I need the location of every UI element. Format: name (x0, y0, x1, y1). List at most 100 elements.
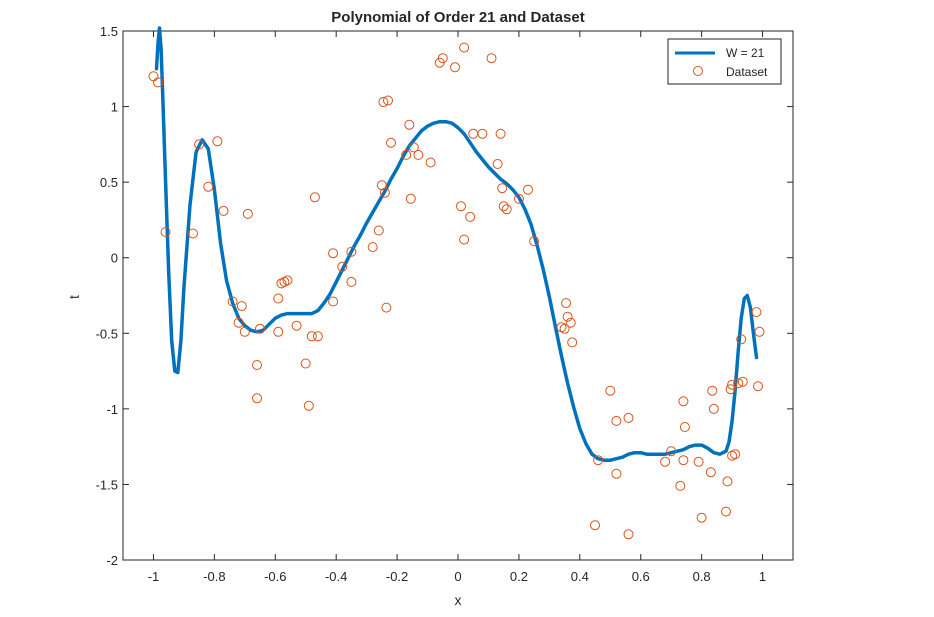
data-point (477, 128, 488, 139)
data-point (450, 62, 460, 73)
x-tick-label: 0.4 (571, 569, 589, 584)
data-point (303, 400, 314, 411)
data-point (404, 119, 415, 130)
data-point (660, 456, 671, 467)
y-tick-label: 1 (111, 100, 118, 115)
data-point (678, 396, 689, 407)
data-point (437, 53, 448, 64)
data-point (337, 261, 348, 272)
data-point (233, 317, 244, 328)
data-point (722, 476, 733, 487)
data-point (465, 211, 476, 222)
data-point (300, 358, 311, 369)
data-point (725, 384, 736, 395)
y-tick-label: -2 (106, 553, 118, 568)
data-point (401, 149, 412, 160)
data-point (708, 403, 719, 414)
data-point (605, 385, 616, 396)
data-point (497, 183, 508, 194)
data-point (379, 187, 390, 198)
data-point (730, 449, 741, 460)
legend-label-fit: W = 21 (726, 46, 765, 60)
data-point (523, 184, 533, 195)
y-tick-label: -1 (106, 402, 118, 417)
data-point (459, 42, 470, 53)
data-point (282, 275, 293, 286)
data-point (405, 193, 416, 204)
data-point (754, 326, 765, 337)
y-tick-label: -0.5 (96, 326, 118, 341)
data-point (381, 302, 392, 313)
data-point (753, 381, 763, 392)
legend-label-dataset: Dataset (726, 65, 768, 79)
data-point (242, 208, 253, 219)
x-tick-label: 1 (759, 569, 766, 584)
x-axis-label: x (455, 592, 462, 608)
data-point (425, 157, 436, 168)
data-point (273, 293, 284, 304)
data-point (203, 181, 214, 192)
dataset-layer (148, 42, 765, 540)
legend-box (667, 38, 782, 85)
data-point (153, 77, 163, 88)
legend: W = 21 Dataset (667, 38, 782, 85)
data-point (312, 331, 323, 342)
x-tick-label: 0.6 (632, 569, 650, 584)
legend-circle-swatch (693, 66, 703, 76)
data-point (675, 480, 686, 491)
x-tick-label: -0.6 (264, 569, 286, 584)
chart-title: Polynomial of Order 21 and Dataset (331, 9, 584, 26)
data-point (188, 228, 198, 239)
data-point (513, 193, 524, 204)
data-point (383, 95, 393, 106)
data-point (705, 467, 716, 478)
data-point (252, 360, 262, 370)
x-tick-label: 0.2 (510, 569, 528, 584)
y-tick-label: 0.5 (100, 175, 118, 190)
data-point (721, 506, 731, 517)
data-point (679, 422, 690, 432)
data-point (623, 529, 634, 540)
y-axis-label: t (66, 295, 82, 299)
data-point (707, 385, 718, 396)
data-point (492, 159, 503, 169)
data-point (559, 323, 570, 334)
data-point (386, 137, 396, 148)
data-point (239, 326, 250, 337)
data-point (346, 246, 357, 257)
plot-area (122, 30, 794, 561)
data-point (218, 205, 229, 216)
data-point (737, 376, 748, 387)
x-tick-label: -0.4 (325, 569, 347, 584)
data-point (666, 446, 677, 457)
data-point (309, 192, 320, 203)
ticks: -1 -0.8 -0.6 -0.4 -0.2 0 0.2 0.4 0.6 0.8 1 -2 -1.5 -1… (96, 24, 793, 584)
data-point (593, 455, 604, 466)
y-tick-label: 0 (111, 251, 118, 266)
data-point (736, 334, 747, 345)
data-point (486, 53, 497, 64)
data-point (252, 393, 262, 404)
data-point (733, 378, 744, 389)
data-point (498, 201, 509, 212)
data-point (529, 236, 540, 247)
data-point (367, 242, 378, 253)
x-tick-label: -1 (148, 569, 160, 584)
x-tick-label: -0.2 (386, 569, 408, 584)
data-point (611, 468, 622, 479)
data-point (255, 323, 265, 334)
data-point (373, 225, 384, 236)
data-point (273, 326, 284, 337)
data-point (562, 311, 573, 322)
data-point (495, 128, 506, 139)
data-point (590, 520, 600, 531)
data-point (160, 227, 171, 237)
data-point (751, 307, 762, 318)
data-point (678, 455, 689, 466)
data-point (623, 412, 634, 423)
data-point (413, 149, 424, 160)
data-point (693, 456, 704, 467)
data-point (696, 512, 707, 523)
data-point (194, 139, 205, 150)
x-tick-label: -0.8 (203, 569, 225, 584)
